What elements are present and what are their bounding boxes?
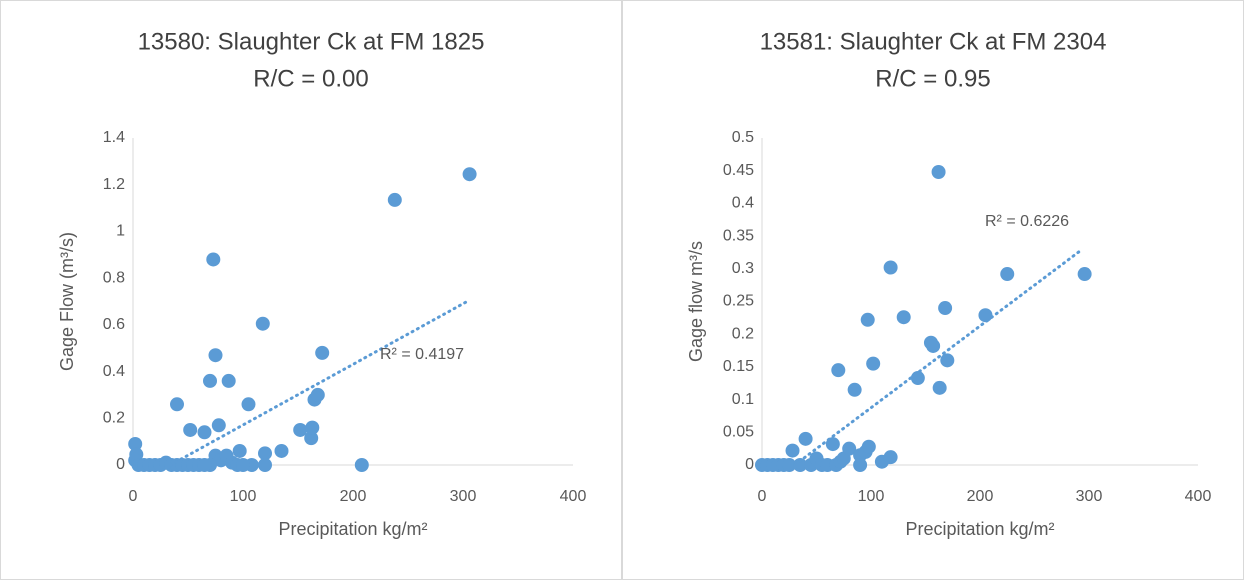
y-tick-label: 0.4: [732, 195, 754, 212]
y-tick-label: 0.4: [103, 363, 125, 380]
point: [305, 420, 320, 435]
point: [462, 167, 477, 182]
y-tick-label: 1.4: [103, 129, 125, 146]
x-tick-label: 200: [967, 488, 994, 505]
chart-title: 13580: Slaughter Ck at FM 1825: [138, 28, 485, 55]
x-axis-title: Precipitation kg/m²: [278, 519, 427, 539]
point: [206, 252, 221, 267]
x-tick-label: 400: [560, 488, 587, 505]
y-tick-label: 0: [745, 456, 754, 473]
point: [847, 382, 862, 397]
y-tick-label: 0.1: [732, 391, 754, 408]
point: [1077, 267, 1092, 282]
y-tick-label: 0.35: [723, 227, 754, 244]
point: [860, 312, 875, 327]
point: [782, 458, 797, 472]
point: [931, 165, 946, 180]
point: [258, 458, 272, 472]
x-tick-label: 100: [858, 488, 885, 505]
y-tick-label: 0.2: [732, 325, 754, 342]
point: [387, 192, 402, 207]
point: [255, 316, 270, 331]
point: [926, 338, 941, 353]
point: [842, 441, 857, 456]
point: [208, 348, 223, 363]
point: [197, 425, 212, 440]
point: [183, 422, 198, 437]
x-tick-label: 300: [1076, 488, 1103, 505]
y-axis-title: Gage Flow (m³/s): [57, 232, 77, 371]
point: [211, 418, 226, 433]
y-tick-label: 0.2: [103, 410, 125, 427]
point: [793, 458, 808, 472]
point: [232, 443, 247, 458]
x-tick-label: 100: [230, 488, 257, 505]
point: [1000, 267, 1015, 282]
point: [896, 310, 911, 325]
y-tick-label: 0.8: [103, 269, 125, 286]
y-tick-label: 0.6: [103, 316, 125, 333]
y-tick-label: 0.15: [723, 358, 754, 375]
point: [236, 458, 250, 472]
y-tick-label: 0.25: [723, 293, 754, 310]
point: [831, 363, 846, 378]
point: [304, 431, 319, 446]
point: [170, 397, 184, 412]
point: [203, 373, 217, 388]
x-tick-label: 300: [450, 488, 477, 505]
point: [354, 458, 369, 472]
y-tick-label: 0.45: [723, 162, 754, 179]
point: [883, 450, 898, 465]
point: [861, 439, 876, 454]
y-tick-label: 1: [116, 223, 125, 240]
point: [940, 353, 955, 368]
point: [853, 458, 868, 472]
x-axis-title: Precipitation kg/m²: [905, 519, 1054, 539]
trendline-label: R² = 0.4197: [380, 346, 464, 363]
point: [197, 458, 212, 472]
x-tick-label: 0: [129, 488, 138, 505]
point: [274, 443, 289, 458]
trendline-label: R² = 0.6226: [985, 213, 1069, 230]
point: [293, 422, 308, 437]
chart-title: 13581: Slaughter Ck at FM 2304: [760, 28, 1107, 55]
point: [932, 380, 947, 395]
point: [866, 356, 881, 371]
point: [258, 446, 272, 461]
point: [883, 260, 898, 275]
y-tick-label: 0.5: [732, 129, 754, 146]
y-tick-label: 0: [116, 456, 125, 473]
point: [798, 431, 813, 446]
x-tick-label: 0: [758, 488, 767, 505]
y-axis-title: Gage flow m³/s: [686, 241, 706, 362]
point: [938, 301, 953, 316]
point: [241, 397, 256, 412]
y-tick-label: 1.2: [103, 176, 125, 193]
chart-subtitle: R/C = 0.00: [253, 65, 368, 92]
chart-subtitle: R/C = 0.95: [875, 65, 990, 92]
x-tick-label: 400: [1185, 488, 1212, 505]
point: [978, 308, 993, 323]
point: [221, 373, 236, 388]
trendline: [793, 247, 1084, 467]
x-tick-label: 200: [340, 488, 367, 505]
point: [128, 436, 143, 451]
point: [910, 371, 925, 386]
point: [315, 345, 330, 360]
point: [785, 443, 800, 458]
y-tick-label: 0.3: [732, 260, 754, 277]
point: [310, 387, 325, 402]
y-tick-label: 0.05: [723, 424, 754, 441]
